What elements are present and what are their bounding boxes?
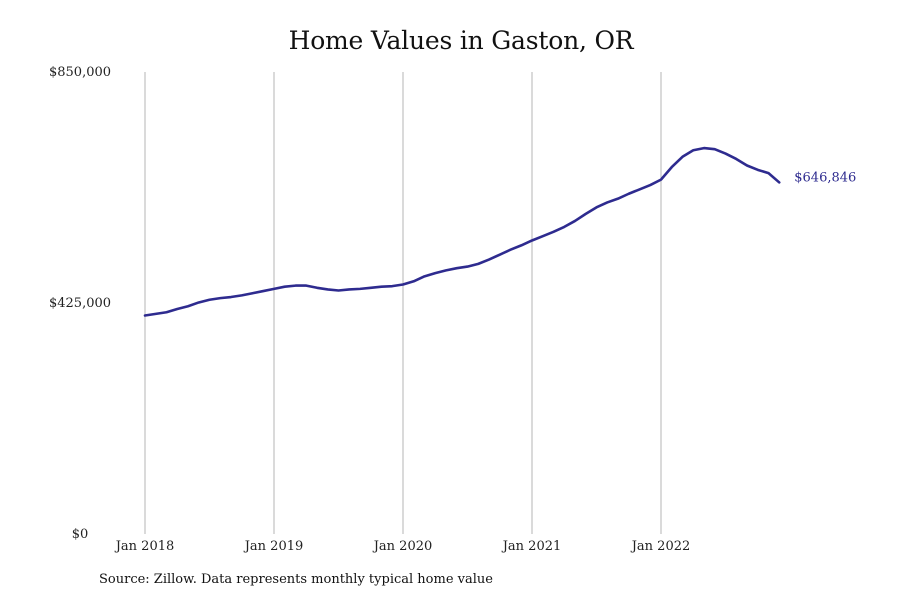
y-axis-tick-labels: $850,000 $425,000 $0 <box>49 65 111 542</box>
end-value-label: $646,846 <box>794 170 856 185</box>
gridlines <box>144 72 662 534</box>
x-tick-label: Jan 2018 <box>114 539 175 554</box>
chart-title: Home Values in Gaston, OR <box>288 26 634 55</box>
y-tick-label: $0 <box>72 527 89 542</box>
series-layer <box>143 146 781 317</box>
x-tick-label: Jan 2021 <box>501 539 562 554</box>
series-line <box>143 146 781 317</box>
y-tick-label: $850,000 <box>49 65 111 80</box>
source-note: Source: Zillow. Data represents monthly … <box>99 572 493 587</box>
x-tick-label: Jan 2019 <box>243 539 304 554</box>
x-axis-tick-labels: Jan 2018 Jan 2019 Jan 2020 Jan 2021 Jan 2022 <box>114 539 691 554</box>
x-tick-label: Jan 2022 <box>630 539 691 554</box>
y-tick-label: $425,000 <box>49 296 111 311</box>
x-tick-label: Jan 2020 <box>372 539 433 554</box>
annotation-layer: $646,846 <box>794 170 856 185</box>
